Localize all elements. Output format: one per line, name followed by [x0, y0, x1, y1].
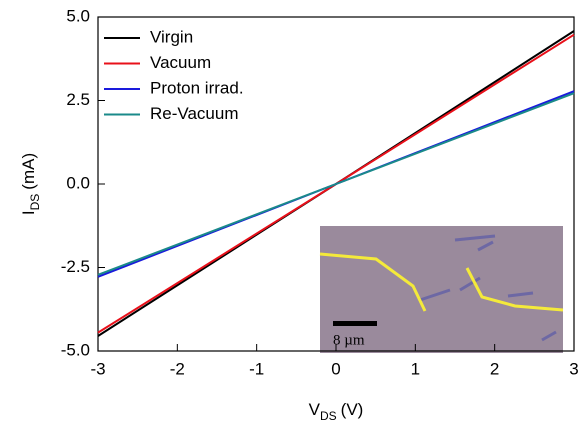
- x-tick-label: 0: [331, 359, 340, 378]
- scale-label: 8 µm: [333, 332, 365, 348]
- y-tick-label: -5.0: [61, 340, 90, 359]
- x-axis-label: VDS (V): [309, 400, 364, 423]
- electrode: [465, 267, 564, 312]
- legend-label: Proton irrad.: [150, 78, 244, 97]
- y-label-sub: DS: [28, 194, 42, 211]
- legend-label: Virgin: [150, 27, 193, 46]
- x-tick-label: 2: [490, 359, 499, 378]
- x-label-sub: DS: [320, 409, 337, 423]
- x-tick-label: -2: [170, 359, 185, 378]
- scale-bar: [333, 321, 377, 326]
- y-label-text: I: [19, 210, 38, 215]
- inset-photo: [320, 226, 563, 353]
- x-tick-label: -3: [90, 359, 105, 378]
- x-tick-label: 1: [411, 359, 420, 378]
- legend-label: Vacuum: [150, 53, 211, 72]
- y-tick-label: 0.0: [66, 173, 90, 192]
- inset-image: 8 µm: [319, 226, 564, 353]
- y-tick-label: 2.5: [66, 90, 90, 109]
- series-line: [97, 92, 575, 276]
- flakes: [419, 234, 557, 342]
- x-tick-label: 3: [569, 359, 578, 378]
- y-tick-label: 5.0: [66, 6, 90, 25]
- legend-label: Re-Vacuum: [150, 104, 239, 123]
- y-tick-label: -2.5: [61, 257, 90, 276]
- x-tick-label: -1: [249, 359, 264, 378]
- electrode: [319, 252, 427, 312]
- y-label-unit: (mA): [19, 153, 38, 190]
- x-label-unit: (V): [341, 400, 364, 419]
- y-axis-label: IDS (mA): [19, 153, 42, 215]
- x-label-text: V: [309, 400, 321, 419]
